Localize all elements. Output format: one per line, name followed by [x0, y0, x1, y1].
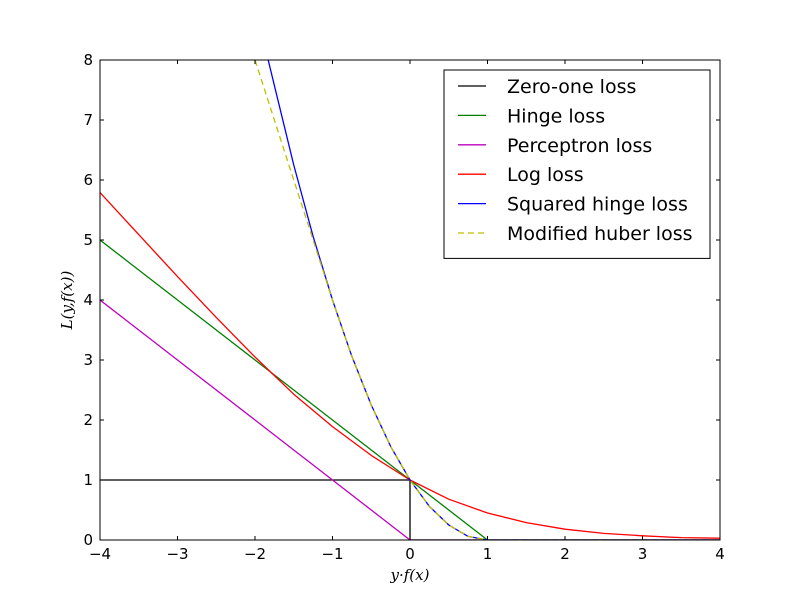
- legend-label-4: Squared hinge loss: [507, 194, 688, 216]
- x-tick-label: −2: [244, 545, 266, 563]
- y-tick-label: 2: [83, 411, 93, 429]
- y-axis-label: L(y,f(x)): [58, 271, 76, 331]
- series-line-2: [100, 299, 720, 540]
- x-tick-label: 3: [638, 545, 648, 563]
- x-tick-label: −4: [89, 545, 111, 563]
- series-line-5: [254, 60, 720, 540]
- y-tick-label: 4: [83, 291, 93, 309]
- legend-box: [443, 69, 711, 259]
- legend-label-3: Log loss: [507, 164, 584, 186]
- x-tick-label: 2: [560, 545, 570, 563]
- x-tick-label: −3: [166, 545, 188, 563]
- y-tick-label: 5: [83, 231, 93, 249]
- legend-label-0: Zero-one loss: [507, 76, 636, 98]
- y-tick-label: 7: [83, 111, 93, 129]
- y-tick-label: 0: [83, 531, 93, 549]
- y-tick-label: 6: [83, 171, 93, 189]
- legend-label-2: Perceptron loss: [507, 135, 652, 157]
- legend: Zero-one loss Hinge loss Perceptron loss Lo…: [443, 69, 711, 259]
- x-tick-label: 1: [483, 545, 493, 563]
- x-axis-label: y·f(x): [390, 566, 430, 584]
- series-layer: [100, 60, 720, 540]
- ticks-layer: −4 −3 −2 −1 0 1 2 3 4 0 1 2 3 4 5 6 7 8: [83, 51, 724, 563]
- y-tick-label: 3: [83, 351, 93, 369]
- y-tick-label: 1: [83, 471, 93, 489]
- y-tick-label: 8: [83, 51, 93, 69]
- x-tick-label: 0: [405, 545, 415, 563]
- legend-label-5: Modified huber loss: [507, 223, 693, 245]
- series-line-0: [100, 479, 720, 540]
- x-tick-label: 4: [715, 545, 725, 563]
- series-line-4: [267, 60, 720, 540]
- x-tick-label: −1: [321, 545, 343, 563]
- legend-label-1: Hinge loss: [507, 105, 605, 127]
